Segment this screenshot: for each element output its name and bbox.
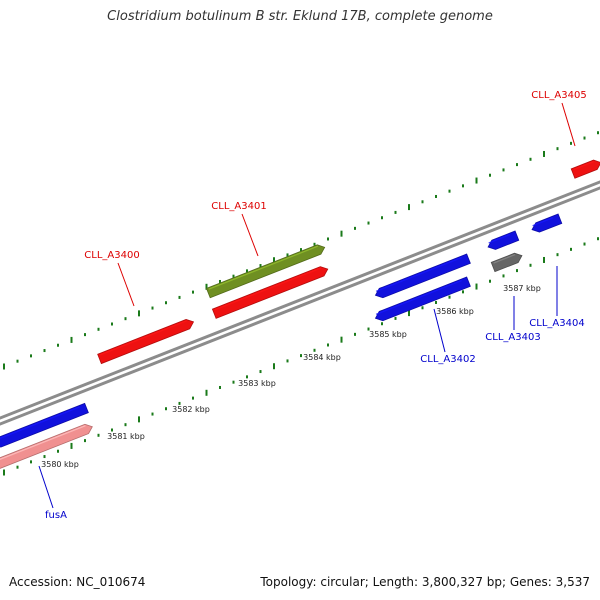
gene-cll-a3405	[570, 159, 600, 179]
gene-labels: CLL_A3400 CLL_A3401 CLL_A3402 CLL_A3403 CLL_…	[45, 90, 587, 521]
scale-label: 3586 kbp	[436, 307, 474, 316]
gene-cll-a3401	[205, 244, 326, 299]
scale-label: 3587 kbp	[503, 284, 541, 293]
gene-label: CLL_A3402	[420, 354, 475, 365]
gene-features	[0, 159, 600, 471]
scale-labels: 3580 kbp 3581 kbp 3582 kbp 3583 kbp 3584 kbp…	[41, 284, 541, 469]
label-leaders	[38, 102, 576, 509]
gene-arrow-body	[0, 423, 93, 471]
gene-label: CLL_A3403	[485, 332, 540, 343]
gene-arrow-highlight	[375, 257, 462, 292]
label-leader	[433, 308, 446, 353]
gene-cll-a3403	[487, 230, 520, 250]
gene-label: CLL_A3405	[531, 90, 586, 101]
gene-arrow-body	[0, 402, 89, 448]
gene-cll-a3403	[490, 252, 523, 273]
gene-label: CLL_A3404	[529, 318, 584, 329]
scale-label: 3584 kbp	[303, 353, 341, 362]
gene-arrow-body	[374, 253, 471, 299]
gene-cll-a3400	[97, 319, 195, 365]
gene-cll-a3401	[211, 266, 329, 319]
gene-label: CLL_A3400	[84, 250, 139, 261]
backbone-line-inner	[0, 186, 600, 426]
gene-arrow-highlight	[532, 217, 554, 227]
gene-arrow-highlight	[208, 245, 319, 290]
scale-label: 3581 kbp	[107, 432, 145, 441]
scale-label: 3585 kbp	[369, 330, 407, 339]
scale-label: 3583 kbp	[238, 379, 276, 388]
gene-arrow-body	[374, 276, 471, 322]
gene-arrow-highlight	[0, 425, 86, 463]
accession-text: Accession: NC_010674	[9, 575, 146, 589]
map-title: Clostridium botulinum B str. Eklund 17B,…	[107, 9, 493, 24]
gene-arrow-highlight	[99, 320, 187, 356]
gene-arrow-body	[487, 230, 520, 250]
label-leader	[561, 102, 576, 147]
label-leader	[241, 213, 259, 257]
label-leader	[38, 465, 54, 509]
tick-track-reverse	[3, 237, 599, 476]
label-leader	[117, 262, 135, 307]
gene-arrow-highlight	[375, 280, 462, 315]
scale-label: 3580 kbp	[41, 460, 79, 469]
gene-arrow-highlight	[573, 160, 595, 171]
gene-arrow-body	[570, 159, 600, 179]
gene-arrow-highlight	[214, 267, 322, 311]
gene-arrow-highlight	[493, 254, 516, 264]
gene-cll-a3404	[531, 213, 563, 233]
gene-arrow-body	[97, 319, 195, 365]
gene-cll-a3402	[374, 276, 471, 322]
gene-arrow-body	[531, 213, 563, 233]
gene-label: CLL_A3401	[211, 201, 266, 212]
scale-label: 3582 kbp	[172, 405, 210, 414]
gene-arrow-body	[205, 244, 326, 299]
gene-label: fusA	[45, 510, 67, 521]
genome-summary-text: Topology: circular; Length: 3,800,327 bp…	[260, 575, 590, 589]
gene-arrow-body	[211, 266, 329, 319]
gene-fusa	[0, 423, 93, 471]
gene-arrow-highlight	[488, 234, 511, 244]
gene-fusa	[0, 402, 89, 448]
gene-arrow-body	[490, 252, 523, 273]
genome-backbone	[0, 180, 600, 426]
gene-cll-a3402	[374, 253, 471, 299]
backbone-line-outer	[0, 180, 600, 420]
gene-arrow-highlight	[0, 406, 80, 442]
